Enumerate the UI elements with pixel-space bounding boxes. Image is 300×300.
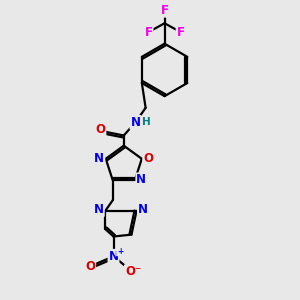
Text: N: N [94, 203, 104, 216]
Text: O: O [85, 260, 95, 273]
Text: O: O [95, 123, 106, 136]
Text: F: F [160, 4, 169, 17]
Text: O⁻: O⁻ [125, 265, 141, 278]
Text: N: N [138, 203, 148, 216]
Text: N: N [136, 173, 146, 187]
Text: +: + [117, 247, 123, 256]
Text: F: F [177, 26, 184, 38]
Text: H: H [142, 117, 151, 128]
Text: N: N [130, 116, 140, 129]
Text: N: N [94, 152, 104, 165]
Text: F: F [145, 26, 152, 38]
Text: O: O [143, 152, 153, 165]
Text: N: N [109, 250, 118, 263]
